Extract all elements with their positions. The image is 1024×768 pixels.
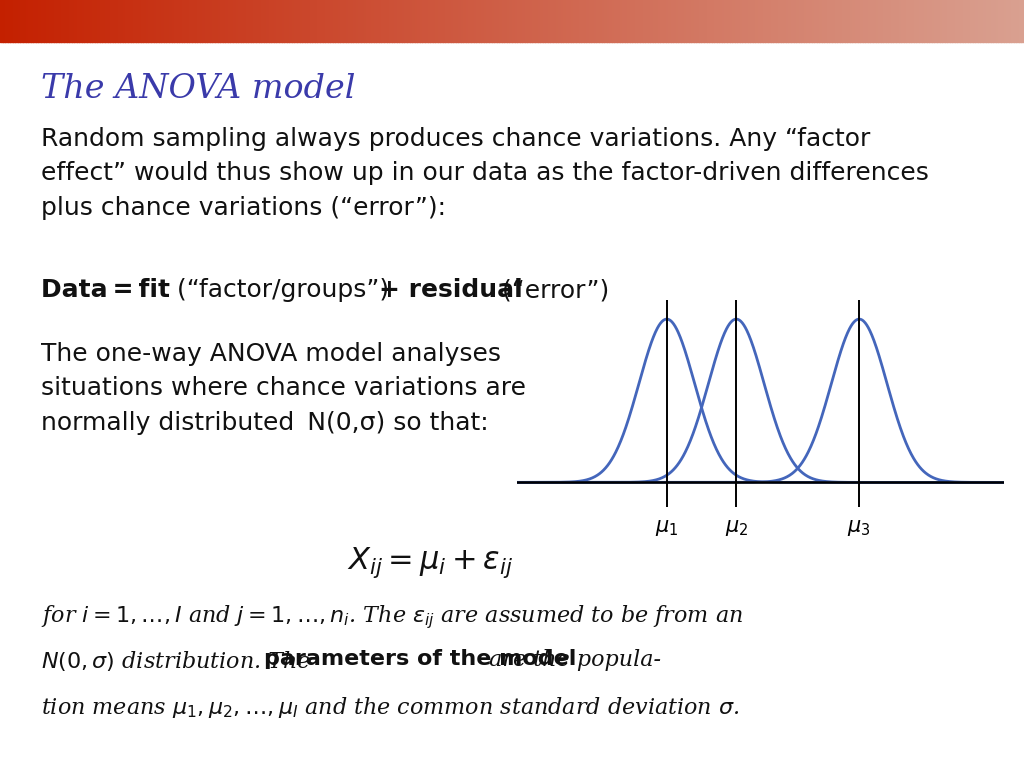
Text: are the popula-: are the popula- [482, 649, 662, 671]
Text: The ANOVA model: The ANOVA model [41, 73, 355, 105]
Text: Data = fit: Data = fit [41, 278, 170, 302]
Text: The one-way ANOVA model analyses
situations where chance variations are
normally: The one-way ANOVA model analyses situati… [41, 342, 526, 435]
Text: tion means $\mu_1, \mu_2, \ldots, \mu_I$ and the common standard deviation $\sig: tion means $\mu_1, \mu_2, \ldots, \mu_I$… [41, 695, 739, 720]
Text: (“error”): (“error”) [494, 278, 609, 302]
Text: Random sampling always produces chance variations. Any “factor
effect” would thu: Random sampling always produces chance v… [41, 127, 929, 220]
Text: for $i=1,\ldots,I$ and $j=1,\ldots,n_i$. The $\epsilon_{ij}$ are assumed to be f: for $i=1,\ldots,I$ and $j=1,\ldots,n_i$.… [41, 603, 743, 631]
Text: $N(0,\sigma)$ distribution. The: $N(0,\sigma)$ distribution. The [41, 649, 312, 673]
Text: $\mu_3$: $\mu_3$ [848, 518, 871, 538]
Text: parameters of the model: parameters of the model [264, 649, 577, 669]
Text: $\mu_2$: $\mu_2$ [725, 518, 748, 538]
Text: $\mu_1$: $\mu_1$ [655, 518, 679, 538]
Text: (“factor/groups”): (“factor/groups”) [169, 278, 397, 302]
Text: $X_{ij} = \mu_i + \epsilon_{ij}$: $X_{ij} = \mu_i + \epsilon_{ij}$ [347, 545, 513, 580]
Text: + residual: + residual [379, 278, 522, 302]
